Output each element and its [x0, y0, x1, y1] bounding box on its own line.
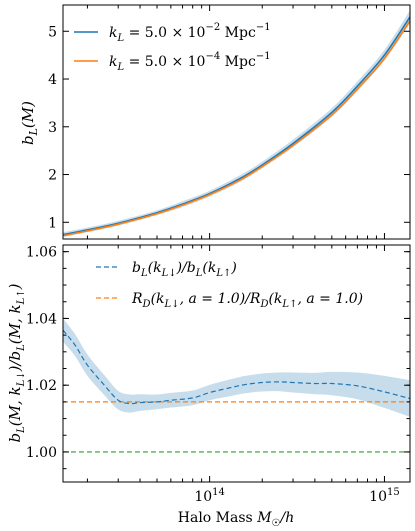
bottom-legend: bL(kL↓)/bL(kL↑) RD(kL↓, a = 1.0)/RD(kL↑,… — [96, 260, 363, 310]
top-panel: 1 2 3 4 5 bL(M) kL = 5.0 × 10−2 Mpc−1 kL = 5… — [19, 4, 411, 240]
y-tick-label: 3 — [48, 120, 57, 136]
x-tick-label: 1014 — [194, 487, 225, 505]
y-tick-label: 1.04 — [26, 311, 57, 327]
bottom-plot-frame — [62, 244, 411, 483]
y-tick-label: 1 — [48, 215, 57, 231]
top-y-axis-label: bL(M) — [19, 101, 40, 145]
bottom-legend-label-1: bL(kL↓)/bL(kL↑) — [132, 260, 237, 279]
x-tick-label: 1015 — [369, 487, 400, 505]
top-series-2-line — [62, 20, 411, 237]
y-tick-label: 1.06 — [26, 245, 57, 261]
top-legend: kL = 5.0 × 10−2 Mpc−1 kL = 5.0 × 10−4 Mp… — [74, 22, 271, 73]
bottom-series-1-band — [63, 318, 410, 417]
bottom-panel: 1014 1015 1.00 1.02 1.04 1.06 bL(M, kL↓)/bL(… — [6, 244, 411, 529]
y-tick-label: 1.00 — [26, 445, 57, 461]
y-tick-label: 5 — [48, 24, 57, 40]
top-plot-frame — [62, 4, 411, 240]
top-y-ticks: 1 2 3 4 5 — [48, 24, 410, 231]
y-tick-label: 2 — [48, 168, 57, 184]
bottom-y-axis-label: bL(M, kL↓)/bL(M, kL↑) — [6, 283, 27, 442]
top-legend-label-2: kL = 5.0 × 10−4 Mpc−1 — [109, 51, 271, 73]
bottom-x-axis-label: Halo Mass M☉/h — [178, 510, 294, 529]
bottom-y-ticks: 1.00 1.02 1.04 1.06 — [26, 245, 410, 470]
top-series-1-band — [63, 10, 410, 238]
y-tick-label: 4 — [48, 72, 57, 88]
bottom-x-ticks: 1014 1015 — [86, 245, 400, 505]
top-series-1-line — [62, 16, 411, 236]
y-tick-label: 1.02 — [26, 378, 57, 394]
top-x-ticks — [86, 5, 385, 239]
top-legend-label-1: kL = 5.0 × 10−2 Mpc−1 — [109, 22, 271, 44]
bottom-legend-label-2: RD(kL↓, a = 1.0)/RD(kL↑, a = 1.0) — [131, 291, 363, 310]
bottom-series-1-line — [62, 329, 411, 405]
